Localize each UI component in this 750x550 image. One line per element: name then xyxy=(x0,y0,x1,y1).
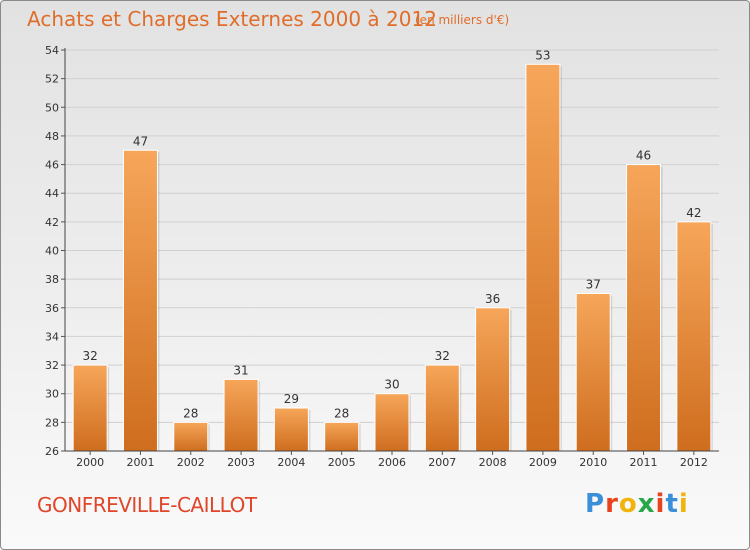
bar-2001 xyxy=(122,149,158,452)
x-tick-label: 2004 xyxy=(277,456,305,469)
data-label-2010: 37 xyxy=(586,277,601,291)
bar-2003 xyxy=(223,378,259,452)
y-tick-label: 26 xyxy=(45,445,59,458)
data-label-2011: 46 xyxy=(636,149,651,163)
logo-letter: t xyxy=(665,489,679,519)
data-label-2003: 31 xyxy=(233,363,248,377)
data-label-2006: 30 xyxy=(384,378,399,392)
x-tick-label: 2005 xyxy=(328,456,356,469)
x-tick-label: 2003 xyxy=(227,456,255,469)
logo-letter: P xyxy=(585,489,606,519)
y-tick-label: 34 xyxy=(45,330,59,343)
y-tick-label: 38 xyxy=(45,273,59,286)
y-tick-label: 40 xyxy=(45,245,59,258)
x-tick-label: 2011 xyxy=(630,456,658,469)
x-tick-label: 2002 xyxy=(177,456,205,469)
data-label-2005: 28 xyxy=(334,406,349,420)
y-tick-label: 50 xyxy=(45,101,59,114)
proxiti-logo: Proxiti xyxy=(585,489,689,519)
data-label-2012: 42 xyxy=(686,206,701,220)
x-tick-label: 2001 xyxy=(126,456,154,469)
x-tick-label: 2008 xyxy=(479,456,507,469)
bar-2004 xyxy=(273,407,309,452)
bar-2000 xyxy=(72,364,108,452)
chart-subtitle: (en milliers d'€) xyxy=(415,13,510,27)
bar-2009 xyxy=(525,63,561,452)
y-tick-label: 44 xyxy=(45,187,59,200)
axis-layer xyxy=(61,48,719,455)
data-label-2009: 53 xyxy=(535,48,550,62)
y-tick-label: 52 xyxy=(45,73,59,86)
logo-letter: x xyxy=(637,489,656,519)
chart-title: Achats et Charges Externes 2000 à 2012 xyxy=(27,7,437,31)
y-tick-label: 32 xyxy=(45,359,59,372)
bar-2008 xyxy=(475,307,511,452)
x-tick-label: 2010 xyxy=(579,456,607,469)
data-label-2004: 29 xyxy=(284,392,299,406)
bar-2007 xyxy=(424,364,460,452)
bar-2011 xyxy=(626,164,662,452)
x-tick-label: 2000 xyxy=(76,456,104,469)
bar-layer xyxy=(72,63,713,452)
x-tick-label: 2009 xyxy=(529,456,557,469)
y-tick-label: 36 xyxy=(45,302,59,315)
x-tick-label: 2012 xyxy=(680,456,708,469)
bar-2010 xyxy=(575,292,611,452)
data-label-2000: 32 xyxy=(83,349,98,363)
y-tick-label: 28 xyxy=(45,416,59,429)
data-label-2008: 36 xyxy=(485,292,500,306)
commune-name: GONFREVILLE-CAILLOT xyxy=(37,493,257,517)
data-label-2001: 47 xyxy=(133,134,148,148)
bar-2012 xyxy=(676,221,712,452)
x-tick-label: 2007 xyxy=(428,456,456,469)
y-tick-label: 54 xyxy=(45,44,59,57)
logo-letter: r xyxy=(605,489,619,519)
x-tick-label: 2006 xyxy=(378,456,406,469)
bar-2006 xyxy=(374,393,410,452)
label-layer: 26 28 30 32 34 36 38 40 42 44 46 48 50 52 54 32 2000 47 20… xyxy=(45,44,708,469)
logo-letter: i xyxy=(655,489,666,519)
bar-2002 xyxy=(173,421,209,452)
y-tick-label: 48 xyxy=(45,130,59,143)
y-tick-label: 46 xyxy=(45,159,59,172)
y-tick-label: 42 xyxy=(45,216,59,229)
logo-letter: i xyxy=(678,489,689,519)
bar-2005 xyxy=(324,421,360,452)
data-label-2007: 32 xyxy=(435,349,450,363)
y-tick-label: 30 xyxy=(45,388,59,401)
data-label-2002: 28 xyxy=(183,406,198,420)
logo-letter: o xyxy=(618,489,638,519)
